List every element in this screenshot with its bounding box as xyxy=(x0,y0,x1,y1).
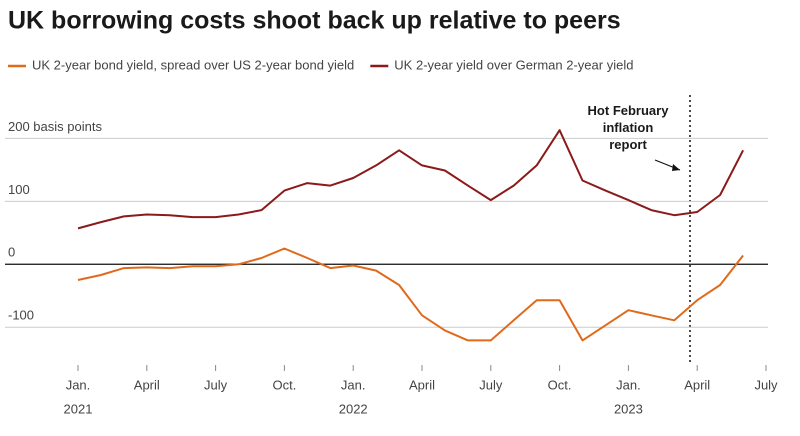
y-tick-label: 200 basis points xyxy=(8,119,102,134)
y-tick-label: 100 xyxy=(8,182,30,197)
x-tick-label: Jan. xyxy=(341,377,366,392)
x-year-label: 2023 xyxy=(614,401,643,416)
legend-label: UK 2-year bond yield, spread over US 2-y… xyxy=(32,57,354,72)
legend-label: UK 2-year yield over German 2-year yield xyxy=(394,57,633,72)
x-tick-label: April xyxy=(409,377,435,392)
y-tick-label: 0 xyxy=(8,245,15,260)
x-year-label: 2021 xyxy=(64,401,93,416)
x-tick-label: July xyxy=(479,377,503,392)
x-tick-label: April xyxy=(134,377,160,392)
x-tick-label: April xyxy=(684,377,710,392)
x-tick-label: Oct. xyxy=(272,377,296,392)
series-line xyxy=(77,129,744,230)
y-tick-label: -100 xyxy=(8,308,34,323)
x-tick-label: Oct. xyxy=(548,377,572,392)
chart-title: UK borrowing costs shoot back up relativ… xyxy=(8,7,621,35)
x-tick-label: July xyxy=(204,377,228,392)
annotation: Hot February inflation report xyxy=(588,103,670,152)
x-year-label: 2022 xyxy=(339,401,368,416)
annotation-arrowhead xyxy=(672,164,680,171)
x-tick-label: July xyxy=(754,377,778,392)
series-line xyxy=(77,247,744,342)
x-tick-label: Jan. xyxy=(66,377,91,392)
x-tick-label: Jan. xyxy=(616,377,641,392)
